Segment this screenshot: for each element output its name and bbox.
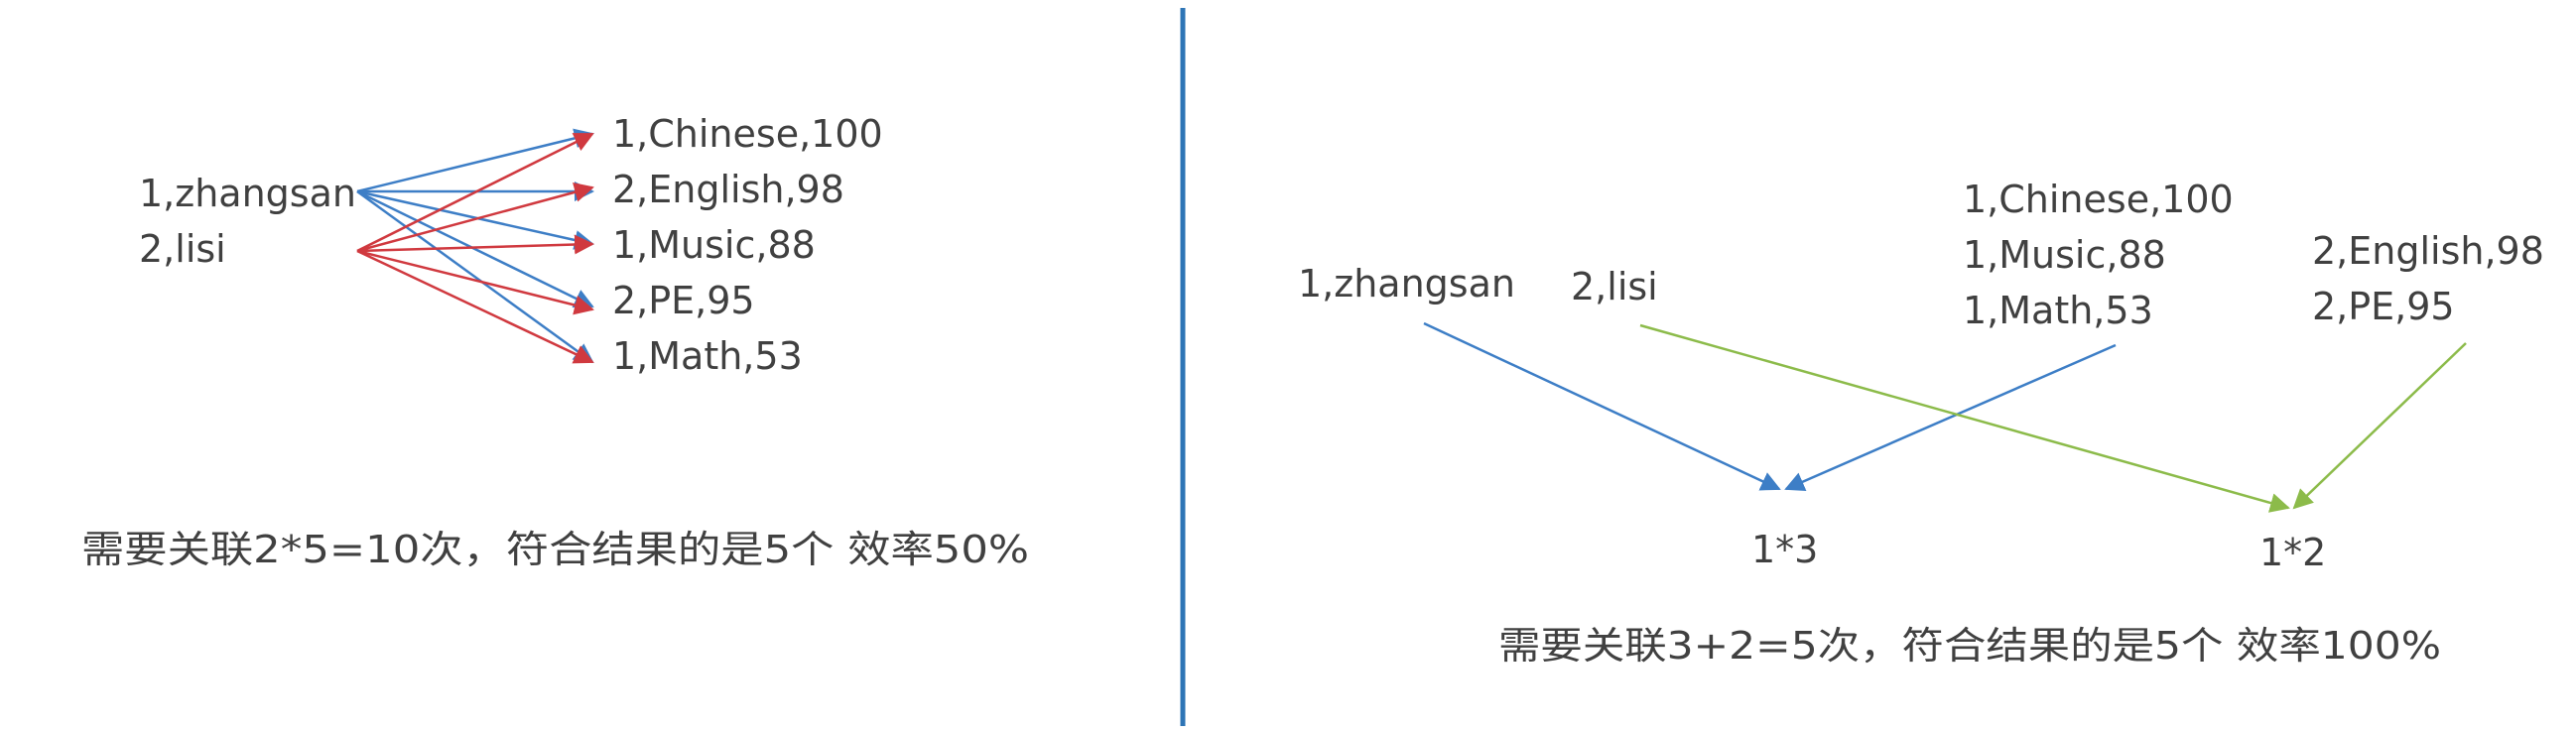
left-score-pe: 2,PE,95 [612, 279, 755, 322]
left-student-zhangsan: 1,zhangsan [139, 172, 356, 215]
right-group2-pe: 2,PE,95 [2312, 285, 2455, 328]
arrow-lisi-to-result2 [1639, 323, 2290, 513]
arrow-zhangsan-music [356, 189, 594, 250]
right-group1-math: 1,Math,53 [1963, 289, 2153, 332]
right-student-lisi: 2,lisi [1571, 265, 1658, 308]
group1-arrows [1423, 321, 2117, 491]
arrow-zhangsan-to-result1 [1423, 321, 1781, 491]
right-student-zhangsan: 1,zhangsan [1298, 262, 1515, 305]
left-score-math: 1,Math,53 [612, 334, 803, 378]
result-1x3: 1*3 [1751, 528, 1818, 571]
left-student-lisi: 2,lisi [139, 227, 226, 271]
right-group1-music: 1,Music,88 [1963, 233, 2166, 277]
arrow-zhangsan-math [356, 189, 594, 364]
arrow-lisi-music [356, 234, 594, 255]
right-caption: 需要关联3+2=5次，符合结果的是5个 效率100% [1498, 624, 2441, 668]
left-score-music: 1,Music,88 [612, 223, 816, 267]
arrow-group1-to-result1 [1784, 343, 2117, 491]
left-caption: 需要关联2*5=10次，符合结果的是5个 效率50% [81, 528, 1029, 571]
arrow-lisi-pe [356, 249, 594, 315]
arrow-lisi-chinese [356, 132, 594, 253]
left-score-chinese: 1,Chinese,100 [612, 112, 883, 156]
result-1x2: 1*2 [2259, 531, 2326, 574]
arrow-group2-to-result2 [2292, 342, 2467, 510]
right-group2-english: 2,English,98 [2312, 229, 2544, 273]
left-score-english: 2,English,98 [612, 168, 844, 211]
right-group1-chinese: 1,Chinese,100 [1963, 178, 2234, 221]
zhangsan-arrows [356, 128, 594, 364]
group2-arrows [1639, 323, 2467, 513]
arrow-zhangsan-pe [356, 189, 594, 308]
arrow-lisi-math [356, 249, 594, 364]
arrow-lisi-english [356, 183, 594, 253]
lisi-arrows [356, 132, 594, 364]
right-panel: 1,zhangsan 2,lisi 1,Chinese,100 1,Music,… [1298, 178, 2544, 668]
arrow-zhangsan-chinese [356, 128, 594, 193]
left-panel: 1,zhangsan 2,lisi 1,Chinese,100 2,Englis… [81, 112, 1029, 571]
